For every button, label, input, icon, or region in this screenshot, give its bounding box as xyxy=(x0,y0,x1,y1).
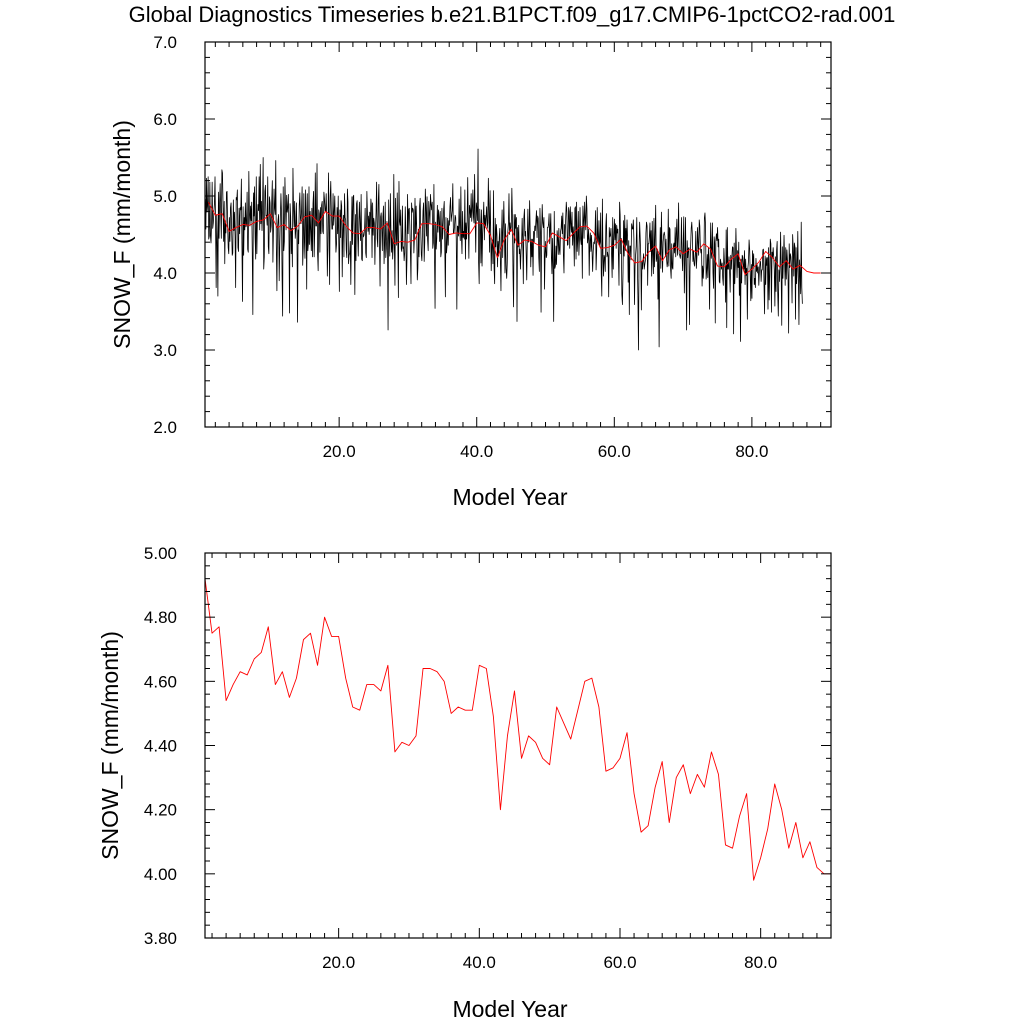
figure-title: Global Diagnostics Timeseries b.e21.B1PC… xyxy=(128,2,896,27)
x-tick-label: 20.0 xyxy=(323,442,356,461)
monthly-series-line xyxy=(204,148,803,351)
x-tick-label: 40.0 xyxy=(460,442,493,461)
y-tick-label: 3.0 xyxy=(153,341,177,360)
x-axis-title: Model Year xyxy=(452,996,567,1022)
y-tick-label: 5.0 xyxy=(153,187,177,206)
y-tick-label: 3.80 xyxy=(144,929,177,948)
y-tick-label: 6.0 xyxy=(153,110,177,129)
x-tick-label: 60.0 xyxy=(598,442,631,461)
y-tick-label: 4.80 xyxy=(144,608,177,627)
y-tick-label: 4.0 xyxy=(153,264,177,283)
annual-series-line xyxy=(204,578,831,881)
y-axis-title: SNOW_F (mm/month) xyxy=(109,120,135,349)
y-axis-title: SNOW_F (mm/month) xyxy=(97,631,123,860)
x-tick-label: 80.0 xyxy=(735,442,768,461)
y-tick-label: 4.40 xyxy=(144,737,177,756)
y-tick-label: 4.00 xyxy=(144,865,177,884)
plot-frame xyxy=(204,552,832,939)
x-tick-label: 20.0 xyxy=(322,953,355,972)
x-tick-label: 60.0 xyxy=(603,953,636,972)
x-tick-label: 80.0 xyxy=(744,953,777,972)
annual-series-line xyxy=(208,201,821,275)
top-panel: 20.0 40.0 60.0 80.0 2.0 3.0 4.0 5.0 6.0 7.0 Model … xyxy=(109,33,832,510)
y-tick-label: 5.00 xyxy=(144,544,177,563)
y-tick-label: 4.20 xyxy=(144,801,177,820)
bottom-panel: 20.0 40.0 60.0 80.0 3.80 4.00 4.20 4.40 4.60 4.80… xyxy=(97,544,832,1022)
y-tick-label: 2.0 xyxy=(153,418,177,437)
x-axis-title: Model Year xyxy=(452,484,567,510)
y-tick-label: 4.60 xyxy=(144,672,177,691)
x-tick-label: 40.0 xyxy=(463,953,496,972)
y-tick-label: 7.0 xyxy=(153,33,177,52)
